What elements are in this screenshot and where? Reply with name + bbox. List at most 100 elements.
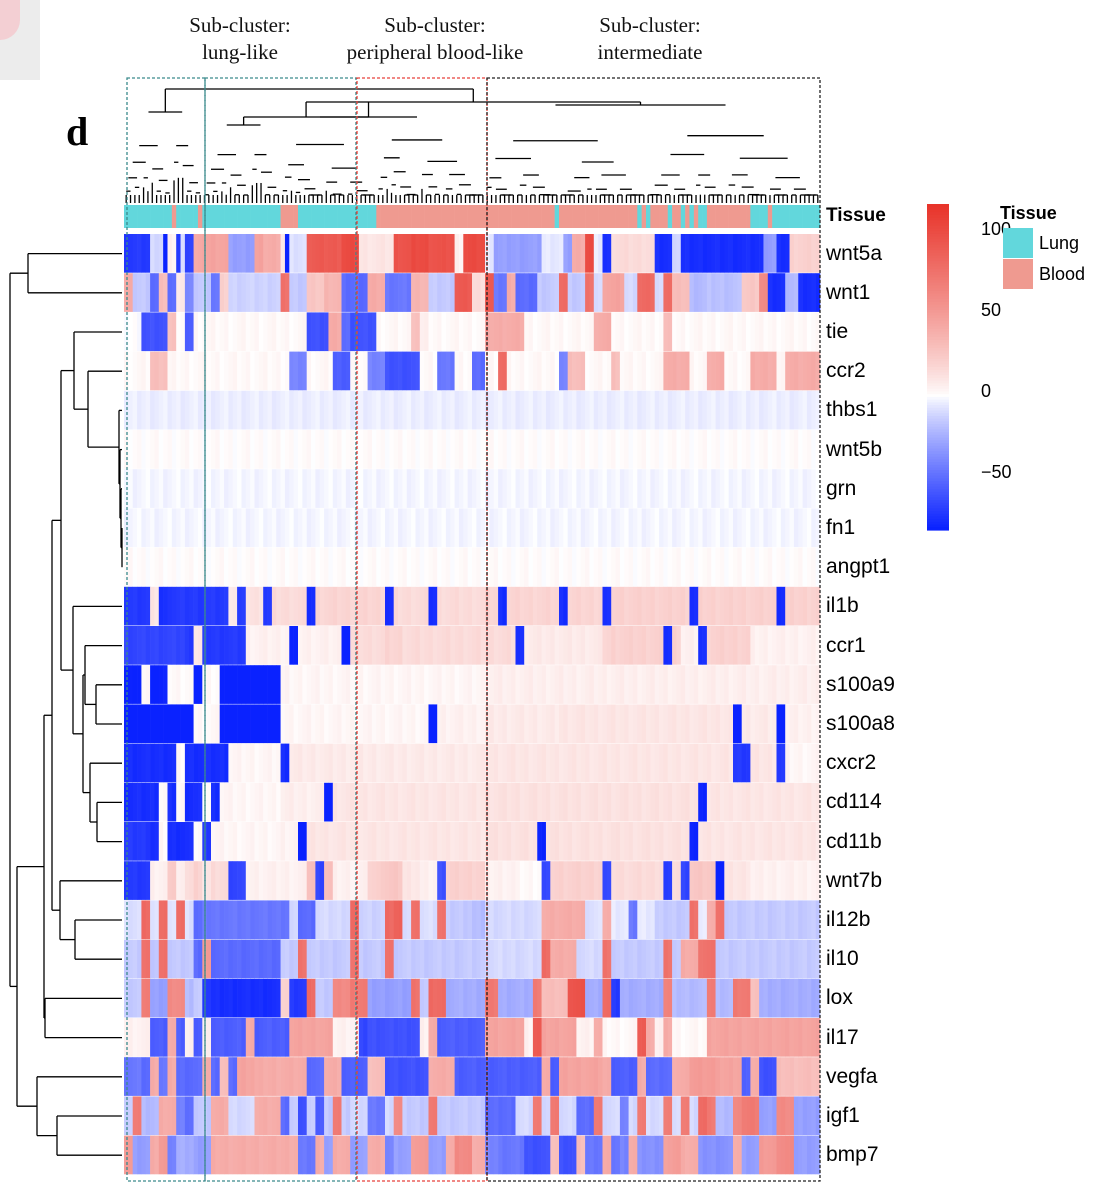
heatmap-cell (402, 273, 408, 312)
heatmap-cell (498, 586, 503, 626)
heatmap-cell (406, 430, 412, 469)
heatmap-cell (237, 704, 242, 744)
heatmap-cell (606, 782, 612, 822)
heatmap-cell (337, 665, 342, 704)
heatmap-cell (128, 626, 133, 665)
heatmap-cell (815, 390, 821, 430)
heatmap-cell (393, 1135, 399, 1175)
heatmap-cell (567, 665, 573, 704)
heatmap-cell (376, 351, 381, 391)
heatmap-cell (711, 508, 716, 548)
tissue-cell (785, 205, 790, 228)
heatmap-cell (367, 978, 373, 1018)
heatmap-cell (432, 1096, 438, 1136)
heatmap-cell (711, 390, 716, 430)
heatmap-cell (667, 978, 673, 1018)
heatmap-cell (763, 665, 769, 704)
heatmap-cell (371, 978, 377, 1018)
heatmap-cell (467, 626, 473, 665)
tissue-cell (602, 205, 608, 228)
heatmap-cell (341, 351, 347, 391)
heatmap-cell (746, 351, 751, 391)
heatmap-cell (324, 586, 329, 626)
heatmap-cell (776, 1018, 782, 1057)
heatmap-cell (632, 273, 638, 312)
heatmap-cell (663, 743, 669, 783)
heatmap-cell (728, 900, 734, 940)
heatmap-cell (302, 861, 307, 900)
heatmap-cell (328, 273, 334, 312)
heatmap-cell (659, 508, 664, 548)
heatmap-cell (376, 469, 381, 508)
heatmap-cell (728, 586, 734, 626)
heatmap-cell (250, 508, 255, 548)
heatmap-cell (606, 822, 612, 861)
heatmap-cell (480, 743, 486, 783)
heatmap-cell (180, 900, 186, 940)
heatmap-cell (472, 939, 477, 979)
heatmap-cell (293, 547, 299, 587)
heatmap-cell (224, 626, 229, 665)
heatmap-cell (324, 351, 329, 391)
heatmap-cell (680, 469, 686, 508)
heatmap-cell (254, 704, 260, 744)
heatmap-cell (311, 351, 316, 391)
heatmap-cell (206, 665, 212, 704)
heatmap-cell (445, 390, 451, 430)
heatmap-cell (537, 390, 542, 430)
heatmap-cell (519, 1057, 525, 1096)
heatmap-cell (280, 547, 286, 587)
heatmap-cell (154, 1135, 160, 1175)
heatmap-cell (733, 704, 738, 744)
heatmap-cell (197, 1018, 203, 1057)
heatmap-cell (737, 1135, 742, 1175)
heatmap-cell (493, 704, 499, 744)
heatmap-cell (502, 822, 508, 861)
heatmap-cell (815, 430, 821, 469)
heatmap-cell (580, 900, 586, 940)
heatmap-cell (432, 273, 438, 312)
color-bar-segment (927, 391, 949, 395)
heatmap-cell (706, 1096, 712, 1136)
heatmap-cell (328, 626, 334, 665)
heatmap-cell (293, 822, 299, 861)
heatmap-cell (537, 939, 542, 979)
heatmap-cell (754, 861, 760, 900)
heatmap-cell (224, 1057, 229, 1096)
heatmap-cell (472, 234, 477, 273)
heatmap-cell (463, 900, 468, 940)
heatmap-cell (663, 273, 669, 312)
heatmap-cell (376, 822, 381, 861)
heatmap-cell (158, 743, 164, 783)
heatmap-cell (706, 1057, 712, 1096)
heatmap-cell (724, 508, 729, 548)
heatmap-cell (293, 782, 299, 822)
tissue-cell (350, 205, 355, 228)
heatmap-cell (441, 782, 447, 822)
color-bar-segment (927, 445, 949, 450)
heatmap-cell (528, 1018, 534, 1057)
heatmap-cell (641, 390, 647, 430)
color-bar-segment (927, 271, 949, 276)
heatmap-cell (293, 743, 299, 783)
heatmap-cell (445, 586, 451, 626)
heatmap-cell (693, 508, 699, 548)
heatmap-cell (454, 743, 460, 783)
heatmap-cell (319, 782, 325, 822)
heatmap-cell (702, 547, 708, 587)
heatmap-cell (793, 1135, 799, 1175)
heatmap-cell (545, 782, 551, 822)
heatmap-cell (263, 1018, 268, 1057)
heatmap-cell (163, 430, 168, 469)
heatmap-cell (124, 351, 129, 391)
heatmap-cell (676, 508, 682, 548)
tissue-cell (715, 205, 721, 228)
heatmap-cell (132, 939, 138, 979)
heatmap-cell (250, 900, 255, 940)
heatmap-cell (598, 234, 603, 273)
heatmap-cell (519, 704, 525, 744)
heatmap-cell (432, 1057, 438, 1096)
heatmap-cell (267, 626, 273, 665)
heatmap-cell (163, 861, 168, 900)
heatmap-cell (141, 704, 147, 744)
